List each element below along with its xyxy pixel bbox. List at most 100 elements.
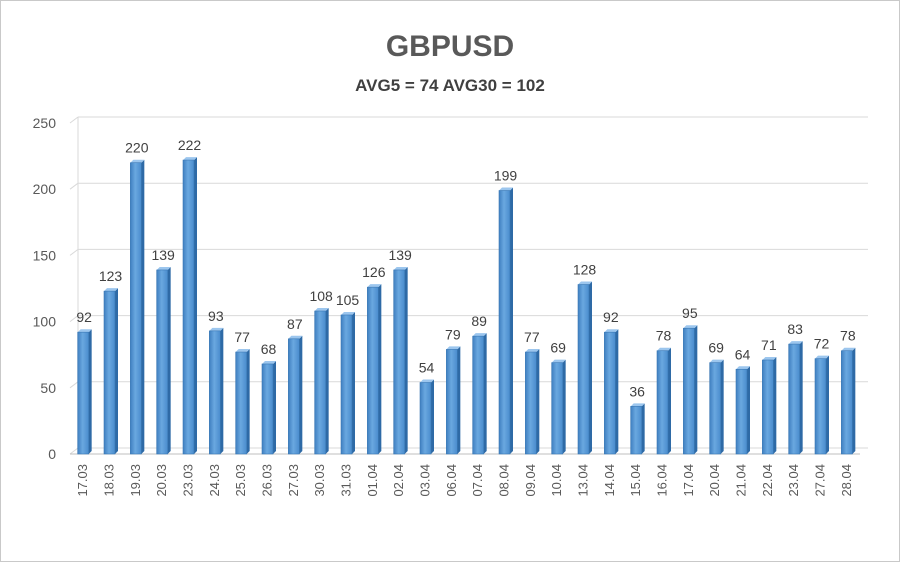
bar	[762, 356, 777, 455]
x-tick-label: 26.03	[260, 464, 275, 497]
bar	[235, 349, 250, 455]
bar-side	[562, 359, 566, 454]
y-tick-label: 100	[33, 314, 57, 330]
x-tick-label: 19.03	[128, 464, 143, 497]
bar-front	[446, 349, 458, 455]
data-label: 199	[494, 168, 518, 184]
bar-front	[709, 362, 721, 455]
x-tick-label: 18.03	[102, 464, 117, 497]
x-tick-label: 16.04	[655, 464, 670, 497]
data-label: 68	[261, 341, 277, 357]
x-tick-label: 03.04	[418, 464, 433, 497]
x-tick-label: 31.03	[339, 464, 354, 497]
bar	[498, 187, 513, 455]
x-tick-label: 21.04	[734, 464, 749, 497]
bar-side	[852, 347, 856, 454]
bar-front	[498, 190, 511, 455]
bar-side	[220, 327, 224, 454]
bar-side	[246, 349, 250, 454]
bar	[103, 288, 118, 455]
bar-top	[525, 349, 540, 353]
gridline-depth	[69, 381, 79, 389]
bar-top	[183, 157, 197, 161]
bar-side	[641, 403, 645, 454]
bar	[472, 333, 487, 455]
bar-side	[194, 157, 197, 454]
bar-top	[77, 329, 92, 333]
bar	[814, 355, 829, 455]
data-label: 92	[76, 309, 92, 325]
bar	[788, 341, 803, 455]
data-label: 77	[234, 329, 250, 345]
data-label: 54	[419, 360, 435, 376]
bar-top	[288, 335, 303, 339]
bar-top	[630, 403, 645, 407]
data-label: 128	[573, 262, 597, 278]
x-tick-label: 06.04	[444, 464, 459, 497]
bar-top	[104, 288, 118, 292]
bar-side	[826, 355, 829, 454]
gridline-depth	[69, 182, 79, 190]
bar-top	[367, 284, 382, 288]
y-tick-label: 0	[48, 446, 56, 462]
bar-side	[510, 187, 513, 455]
bar	[130, 159, 145, 455]
bar	[156, 266, 171, 455]
bar-side	[747, 366, 750, 454]
bar	[209, 327, 224, 455]
bar-top	[393, 266, 408, 270]
bar-front	[340, 314, 353, 455]
bar-side	[773, 356, 777, 454]
x-tick-label: 22.04	[760, 464, 775, 497]
x-axis: 17.03 18.03 19.03 20.03 23.03 24.03 25.03 26.03…	[75, 464, 854, 497]
x-tick-label: 27.04	[813, 464, 828, 497]
data-label: 87	[287, 316, 303, 332]
data-label: 92	[603, 309, 619, 325]
bar-front	[472, 335, 484, 455]
gridline-depth	[69, 315, 79, 323]
bar	[577, 281, 592, 455]
bar-front	[182, 159, 195, 455]
bar-side	[167, 266, 171, 454]
bar	[314, 308, 329, 455]
bar-front	[735, 368, 748, 455]
data-label: 71	[761, 337, 777, 353]
bar-side	[115, 288, 118, 454]
data-label: 123	[99, 268, 123, 284]
data-label: 95	[682, 305, 698, 321]
bar	[340, 311, 355, 455]
bar-top	[472, 333, 487, 337]
x-tick-label: 28.04	[839, 464, 854, 497]
data-label: 36	[629, 383, 645, 399]
bar-top	[420, 379, 434, 383]
bar-top	[551, 359, 566, 363]
bar-front	[814, 358, 827, 455]
x-tick-label: 20.03	[154, 464, 169, 497]
bar-side	[352, 311, 355, 454]
bar	[735, 366, 750, 455]
bar-front	[525, 351, 537, 455]
y-tick-label: 150	[33, 247, 57, 263]
x-tick-label: 25.03	[233, 464, 248, 497]
bar-top	[841, 347, 856, 351]
bar-top	[736, 366, 750, 370]
x-tick-label: 20.04	[707, 464, 722, 497]
bar-top	[446, 346, 461, 350]
bar-side	[141, 159, 145, 454]
bar-side	[299, 335, 303, 454]
bar-front	[577, 284, 590, 455]
bar-front	[630, 406, 642, 455]
data-label: 79	[445, 326, 461, 342]
bar-top	[762, 356, 777, 360]
y-tick-label: 250	[33, 115, 57, 131]
data-label: 220	[125, 140, 149, 156]
bar-top	[314, 308, 329, 312]
data-label: 72	[814, 336, 830, 352]
bar-front	[77, 331, 89, 455]
bar-side	[88, 329, 92, 454]
data-label: 69	[708, 340, 724, 356]
data-label: 78	[840, 328, 856, 344]
bar-top	[788, 341, 803, 345]
